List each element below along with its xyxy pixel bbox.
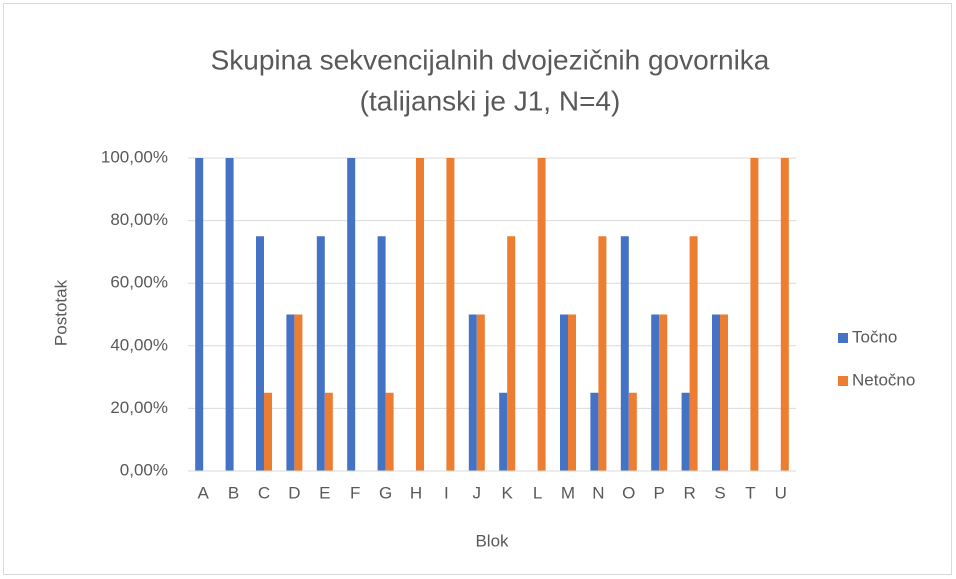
bar [347, 158, 356, 471]
legend-swatch [838, 333, 848, 343]
bar [377, 236, 386, 471]
x-tick-label: B [228, 483, 239, 502]
bar [286, 314, 295, 471]
x-tick-label: P [654, 483, 665, 502]
bar [537, 158, 546, 471]
bar [780, 158, 789, 471]
bar [590, 392, 599, 471]
bar [446, 158, 455, 471]
x-tick-label: N [592, 483, 604, 502]
y-tick-label: 20,00% [110, 398, 168, 417]
x-axis-label: Blok [475, 531, 509, 550]
x-tick-label: U [775, 483, 787, 502]
y-tick-label: 100,00% [101, 147, 168, 166]
bar [385, 392, 394, 471]
bar [316, 236, 325, 471]
x-tick-label: F [350, 483, 360, 502]
bar [324, 392, 333, 471]
x-tick-label: K [502, 483, 514, 502]
bar [416, 158, 424, 471]
bar [598, 236, 607, 471]
bar [750, 158, 759, 471]
bar [195, 158, 204, 471]
chart-title: (talijanski je J1, N=4) [360, 85, 621, 116]
x-tick-label: J [473, 483, 482, 502]
bar [659, 314, 668, 471]
legend-label: Netočno [852, 370, 915, 389]
bar [560, 314, 568, 471]
x-tick-label: T [745, 483, 755, 502]
legend-label: Točno [852, 327, 897, 346]
y-tick-label: 60,00% [110, 273, 168, 292]
x-tick-label: S [714, 483, 725, 502]
bar [681, 392, 690, 471]
bar [507, 236, 516, 471]
y-tick-label: 0,00% [120, 460, 168, 479]
bar [689, 236, 698, 471]
x-tick-label: O [622, 483, 635, 502]
bar [468, 314, 477, 471]
x-tick-label: H [410, 483, 422, 502]
bar [651, 314, 660, 471]
bar [294, 314, 303, 471]
bar [712, 314, 720, 471]
chart-border [3, 3, 952, 575]
bar [628, 392, 637, 471]
legend-swatch [838, 376, 848, 386]
x-tick-label: I [444, 483, 449, 502]
x-tick-label: D [288, 483, 300, 502]
bar [264, 392, 272, 471]
bar [256, 236, 264, 471]
x-tick-label: M [561, 483, 575, 502]
x-tick-label: L [533, 483, 542, 502]
y-tick-label: 40,00% [110, 335, 168, 354]
y-axis-label: Postotak [51, 279, 70, 346]
y-tick-label: 80,00% [110, 210, 168, 229]
x-tick-label: A [198, 483, 210, 502]
x-tick-label: C [258, 483, 270, 502]
bar [620, 236, 629, 471]
x-tick-label: E [319, 483, 330, 502]
bar [499, 392, 508, 471]
bar [476, 314, 485, 471]
x-tick-label: R [683, 483, 695, 502]
chart-title: Skupina sekvencijalnih dvojezičnih govor… [211, 44, 770, 75]
bar [720, 314, 728, 471]
bar [225, 158, 234, 471]
x-tick-label: G [379, 483, 392, 502]
bar [568, 314, 576, 471]
